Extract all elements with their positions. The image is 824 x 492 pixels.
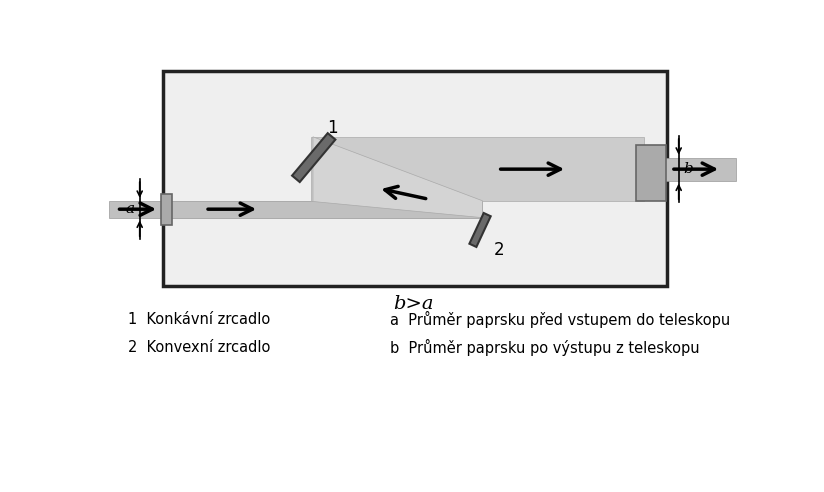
Bar [636,145,666,201]
Polygon shape [313,137,482,217]
Polygon shape [470,213,491,247]
Bar [644,157,737,181]
Text: 1  Konkávní zrcadlo: 1 Konkávní zrcadlo [129,312,270,327]
Text: b>a: b>a [393,295,433,313]
Bar [162,194,172,224]
Text: a  Průměr paprsku před vstupem do teleskopu: a Průměr paprsku před vstupem do telesko… [390,311,730,328]
Text: 2  Konvexní zrcadlo: 2 Konvexní zrcadlo [129,340,270,355]
Text: b: b [683,162,693,176]
Polygon shape [292,133,335,182]
Text: 2: 2 [494,241,504,259]
Text: b  Průměr paprsku po výstupu z teleskopu: b Průměr paprsku po výstupu z teleskopu [390,339,700,356]
Bar [163,70,667,286]
Bar [109,201,482,217]
Bar [311,137,644,202]
Text: a: a [126,202,135,216]
Text: 1: 1 [327,120,338,137]
